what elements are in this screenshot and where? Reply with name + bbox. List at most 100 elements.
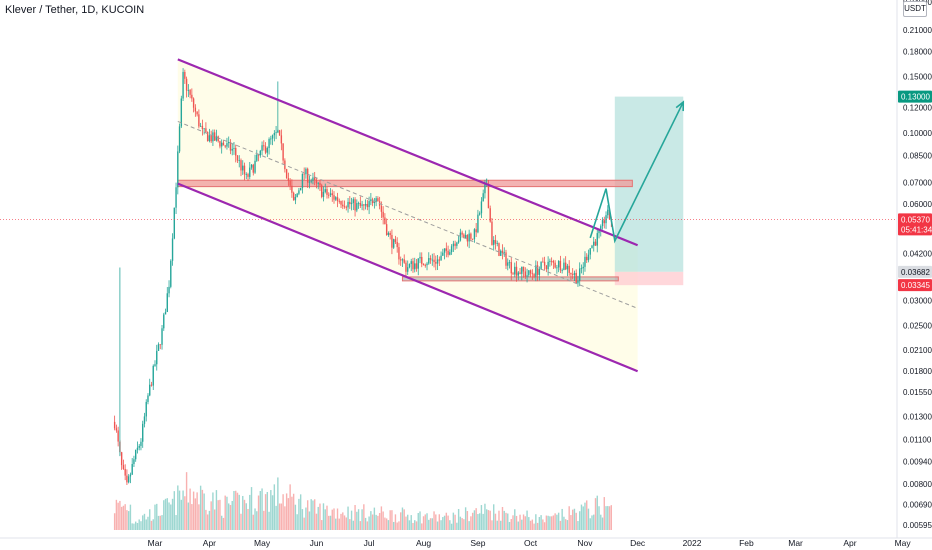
volume-bar <box>275 505 277 530</box>
currency-scale-button[interactable]: USDT <box>903 1 927 17</box>
volume-bar <box>549 516 551 530</box>
candle-body <box>113 421 116 429</box>
price-tag-label: 05:41:34 <box>901 225 932 234</box>
candle-body <box>124 468 126 476</box>
candle-body <box>212 132 214 142</box>
volume-bar <box>342 512 344 530</box>
candle-body <box>134 449 137 460</box>
candle-body <box>143 416 146 424</box>
candle-body <box>250 164 253 168</box>
volume-bar <box>136 522 139 530</box>
time-axis[interactable]: Mar Apr May Jun Jul Aug Sep Oct Nov Dec 2022 Feb Mar… <box>148 538 912 548</box>
symbol-header[interactable]: Klever / Tether, 1D, KUCOIN <box>5 4 145 16</box>
candle-body <box>298 190 300 194</box>
x-tick-label: Dec <box>630 538 646 548</box>
candle-body <box>131 464 133 475</box>
volume-bar <box>464 507 467 530</box>
candle-body <box>264 146 267 153</box>
candle-body <box>306 168 309 183</box>
candle-body <box>470 233 472 239</box>
y-tick-label: 0.21000 <box>903 26 932 35</box>
x-tick-label: Jun <box>310 538 324 548</box>
candle-body <box>452 243 455 247</box>
candle-body <box>387 232 390 236</box>
candle-body <box>226 143 228 147</box>
volume-bar <box>236 492 239 530</box>
volume-bar <box>493 504 495 530</box>
volume-bar <box>586 500 588 530</box>
volume-bar <box>319 503 321 530</box>
volume-bar <box>280 503 283 530</box>
volume-bar <box>582 506 584 530</box>
volume-bar <box>229 505 232 530</box>
candle-body <box>220 142 223 147</box>
volume-bar <box>500 520 502 530</box>
candle-body <box>468 233 470 242</box>
candle-body <box>312 177 314 181</box>
volume-bar <box>126 510 128 530</box>
candle-body <box>512 273 514 275</box>
candle-body <box>338 200 340 202</box>
volume-bar <box>296 514 298 530</box>
channel-upper-line <box>177 58 639 247</box>
volume-bar <box>375 514 377 530</box>
volume-bar <box>489 510 491 530</box>
volume-bar <box>543 522 546 530</box>
volume-bar <box>184 496 186 530</box>
y-tick-label: 0.02100 <box>903 346 932 355</box>
candle-body <box>349 201 351 205</box>
volume-bar <box>245 503 247 530</box>
volume-bar <box>134 521 137 530</box>
candle-body <box>296 193 298 198</box>
candle-body <box>345 206 347 208</box>
drawings-foreground[interactable] <box>0 58 897 373</box>
volume-bar <box>389 510 391 530</box>
volume-bar <box>306 500 309 530</box>
candle-body <box>414 263 416 270</box>
candle-body <box>477 214 479 233</box>
volume-bar <box>242 495 244 530</box>
volume-bar <box>305 507 307 530</box>
volume-bar <box>487 510 490 530</box>
candle-body <box>528 270 530 276</box>
candle-body <box>514 266 516 275</box>
volume-bar <box>552 515 555 530</box>
candle-body <box>171 238 174 261</box>
volume-bar <box>343 515 346 530</box>
candle-body <box>303 173 305 175</box>
candle-body <box>206 132 209 142</box>
volume-bar <box>173 491 176 530</box>
volume-bar <box>292 493 295 530</box>
candle-body <box>591 245 593 249</box>
volume-bar <box>243 499 246 530</box>
volume-bar <box>254 508 256 530</box>
y-tick-label: 0.03000 <box>903 296 932 305</box>
candle-body <box>314 177 316 180</box>
volume-bar <box>538 516 541 530</box>
x-tick-label: 2022 <box>683 538 702 548</box>
candle-body <box>584 256 586 267</box>
volume-bar <box>185 472 188 530</box>
candle-body <box>335 197 337 200</box>
volume-bar <box>494 513 497 530</box>
volume-bar <box>559 520 562 530</box>
volume-bar <box>212 492 214 530</box>
volume-bar <box>171 498 174 530</box>
volume-bar <box>480 505 483 530</box>
candle-body <box>435 262 437 264</box>
candle-body <box>535 265 537 277</box>
candle-body <box>522 266 525 272</box>
volume-bar <box>403 509 405 530</box>
x-tick-label: Aug <box>416 538 431 548</box>
volume-bar <box>524 516 527 530</box>
volume-bar <box>371 514 374 530</box>
candle-body <box>385 224 388 236</box>
price-tag-entry: 0.03682 <box>898 265 932 278</box>
price-axis[interactable]: 0.21000 0.18000 0.15000 0.12000 0.10000 0.085… <box>903 0 932 530</box>
x-tick-label: Sep <box>470 538 485 548</box>
price-tag-label: 0.13000 <box>901 93 930 102</box>
candle-body <box>115 428 118 431</box>
volume-bar <box>163 500 165 530</box>
